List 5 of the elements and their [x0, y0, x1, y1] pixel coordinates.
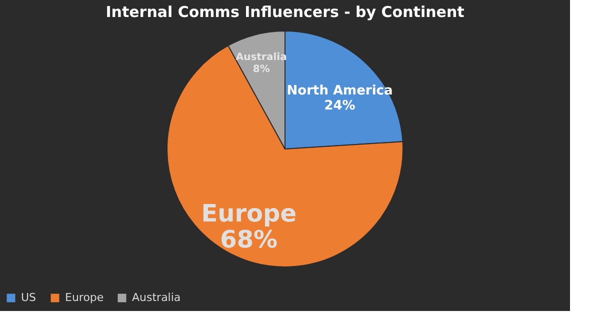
legend-label: Australia	[132, 291, 181, 304]
chart-title: Internal Comms Influencers - by Continent	[106, 3, 464, 21]
data-label: Europe 68%	[201, 200, 296, 254]
legend-label: US	[21, 291, 36, 304]
legend-label: Europe	[65, 291, 104, 304]
